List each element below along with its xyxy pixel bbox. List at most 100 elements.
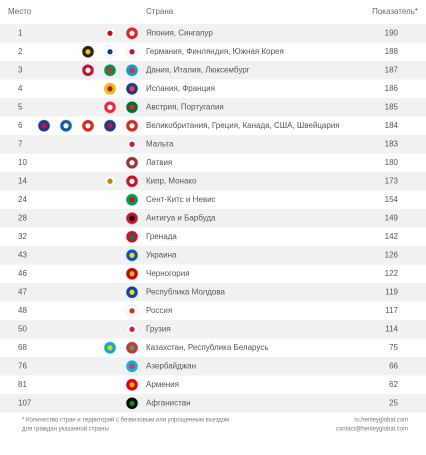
flag-emblem bbox=[129, 30, 135, 36]
score: 142 bbox=[385, 232, 399, 241]
score: 173 bbox=[385, 176, 399, 185]
email: contact@henleyglobal.com bbox=[336, 427, 408, 433]
score: 149 bbox=[385, 213, 399, 222]
country: Украина bbox=[146, 250, 177, 259]
country: Республика Молдова bbox=[146, 287, 226, 296]
flag-emblem bbox=[129, 271, 135, 277]
flag-emblem bbox=[85, 123, 91, 129]
score: 185 bbox=[385, 102, 399, 111]
score: 183 bbox=[385, 139, 399, 148]
flag-emblem bbox=[129, 86, 135, 92]
score: 114 bbox=[385, 324, 398, 333]
country: Мальта bbox=[146, 139, 174, 148]
row-stripe bbox=[0, 246, 426, 265]
row-stripe bbox=[0, 357, 426, 376]
header-score: Показатель* bbox=[372, 7, 418, 16]
flag-emblem bbox=[129, 178, 135, 184]
flag-emblem bbox=[107, 67, 113, 73]
flag-emblem bbox=[85, 67, 91, 73]
flag-emblem bbox=[107, 30, 113, 36]
rank: 14 bbox=[18, 176, 27, 185]
flag-emblem bbox=[129, 197, 135, 203]
score: 126 bbox=[385, 250, 399, 259]
country: Дания, Италия, Люксембург bbox=[146, 65, 250, 74]
country: Япония, Сингапур bbox=[146, 28, 213, 37]
score: 186 bbox=[385, 84, 399, 93]
score: 62 bbox=[389, 380, 398, 389]
rank: 47 bbox=[18, 287, 27, 296]
rank: 24 bbox=[18, 195, 27, 204]
row-stripe bbox=[0, 172, 426, 191]
flag-emblem bbox=[129, 104, 135, 110]
score: 66 bbox=[389, 361, 398, 370]
flag-emblem bbox=[129, 400, 135, 406]
rank: 28 bbox=[18, 213, 27, 222]
rank: 32 bbox=[18, 232, 27, 241]
flag-emblem bbox=[107, 345, 113, 351]
score: 119 bbox=[385, 287, 398, 296]
score: 180 bbox=[385, 158, 399, 167]
country: Латвия bbox=[146, 158, 172, 167]
country: Германия, Финляндия, Южная Корея bbox=[146, 47, 284, 56]
flag-emblem bbox=[129, 141, 135, 147]
rank: 48 bbox=[18, 306, 27, 315]
flag-emblem bbox=[129, 123, 135, 129]
footnote: * Количество стран и территорий с безвиз… bbox=[22, 417, 229, 424]
flag-emblem bbox=[41, 123, 47, 129]
rank: 7 bbox=[18, 139, 23, 148]
row-stripe bbox=[0, 320, 426, 339]
flag-emblem bbox=[129, 234, 135, 240]
flag-emblem bbox=[129, 326, 135, 332]
flag-emblem bbox=[107, 104, 113, 110]
country: Сент-Китс и Невис bbox=[146, 195, 216, 204]
flag-emblem bbox=[129, 363, 135, 369]
rank: 2 bbox=[18, 47, 23, 56]
score: 187 bbox=[385, 65, 399, 74]
rank: 6 bbox=[18, 121, 23, 130]
flag-emblem bbox=[129, 382, 135, 388]
flag-emblem bbox=[63, 123, 69, 129]
country: Испания, Франция bbox=[146, 84, 215, 93]
country: Антигуа и Барбуда bbox=[146, 213, 216, 222]
flag-emblem bbox=[107, 123, 113, 129]
rank: 50 bbox=[18, 324, 27, 333]
score: 117 bbox=[385, 306, 398, 315]
rank: 1 bbox=[18, 28, 23, 37]
header-country: Страна bbox=[146, 7, 174, 16]
country: Азербайджан bbox=[146, 361, 196, 370]
score: 75 bbox=[389, 343, 398, 352]
country: Гренада bbox=[146, 232, 177, 241]
country: Австрия, Португалия bbox=[146, 102, 224, 111]
row-stripe bbox=[0, 209, 426, 228]
rank: 5 bbox=[18, 102, 23, 111]
flag-emblem bbox=[85, 49, 91, 55]
flag-emblem bbox=[107, 178, 113, 184]
flag-emblem bbox=[129, 160, 135, 166]
flag-emblem bbox=[129, 215, 135, 221]
flag-emblem bbox=[129, 345, 135, 351]
flag-emblem bbox=[107, 49, 113, 55]
rank: 68 bbox=[18, 343, 27, 352]
score: 188 bbox=[385, 47, 399, 56]
row-stripe bbox=[0, 135, 426, 154]
flag-emblem bbox=[129, 289, 135, 295]
site: ru.henleyglobal.com bbox=[354, 418, 408, 424]
score: 25 bbox=[389, 398, 398, 407]
table-body: 1 Япония, Сингапур 190 2 Германия, Финляндия… bbox=[0, 24, 426, 413]
flag-emblem bbox=[129, 67, 135, 73]
flag-emblem bbox=[129, 308, 135, 314]
rank: 4 bbox=[18, 84, 23, 93]
flag-emblem bbox=[107, 86, 113, 92]
row-stripe bbox=[0, 283, 426, 302]
header-rank: Место bbox=[8, 7, 32, 16]
footnote: для граждан указанной страны bbox=[22, 426, 109, 433]
score: 122 bbox=[385, 269, 399, 278]
flag-emblem bbox=[129, 49, 135, 55]
rank: 3 bbox=[18, 65, 23, 74]
row-stripe bbox=[0, 394, 426, 413]
score: 184 bbox=[385, 121, 399, 130]
row-stripe bbox=[0, 24, 426, 43]
country: Великобритания, Греция, Канада, США, Шве… bbox=[146, 121, 340, 130]
country: Кипр, Монако bbox=[146, 176, 197, 185]
